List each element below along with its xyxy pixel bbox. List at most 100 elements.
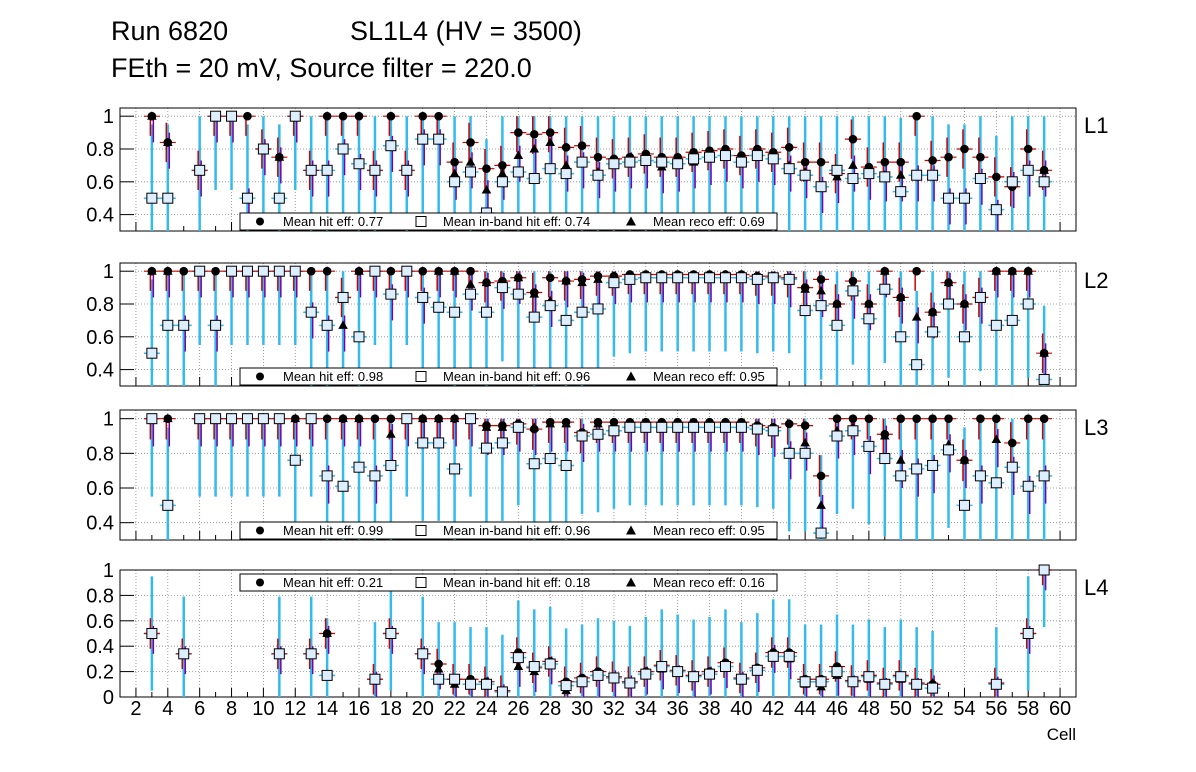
data-point-cell-37 [685,417,702,506]
inband-marker [943,444,955,456]
data-point-cell-36 [669,417,686,506]
data-point-cell-37 [685,619,702,697]
data-point-cell-42 [765,418,782,509]
data-point-cell-51 [908,111,925,231]
data-point-cell-42 [765,271,782,352]
reco-marker [895,455,906,464]
inband-marker [369,673,381,685]
inband-marker [417,291,429,303]
data-point-cell-51 [908,414,925,540]
hit-marker [514,128,523,137]
data-point-cell-3 [143,111,160,231]
reco-marker [927,307,938,316]
reco-marker [481,277,492,287]
inband-marker [465,288,477,300]
inband-marker [672,272,684,284]
inband-marker [1038,564,1050,576]
data-point-cell-30 [574,116,591,231]
x-tick-label: 14 [316,698,338,720]
x-tick-label: 42 [762,698,784,720]
legend-reco-marker [626,216,636,226]
data-point-cell-46 [829,271,845,386]
inband-marker [879,283,891,295]
inband-marker [289,110,301,122]
inband-marker [321,470,333,482]
hit-marker [322,266,332,276]
hit-marker [354,111,364,121]
reco-marker [959,455,970,464]
data-point-cell-44 [797,418,814,532]
data-point-cell-39 [717,609,734,697]
inband-marker [1006,314,1018,326]
reco-marker [274,152,285,161]
inband-marker [369,164,381,176]
inband-marker [831,164,843,176]
data-point-cell-3 [143,576,160,691]
data-point-cell-13 [303,116,320,231]
data-point-cell-3 [143,266,160,386]
data-point-cell-58 [1020,576,1037,691]
reco-marker [338,413,348,423]
data-point-cell-48 [860,116,877,231]
data-point-cell-31 [590,271,606,383]
data-point-cell-25 [494,116,511,231]
legend-hit-label: Mean hit eff: 0.99 [283,523,383,538]
x-tick-label: 34 [635,698,657,720]
inband-marker [719,272,731,284]
reco-marker [354,413,364,423]
inband-marker [767,272,779,284]
data-point-cell-9 [239,265,256,345]
x-tick-label: 56 [985,698,1007,720]
data-point-cell-36 [669,614,686,697]
reco-marker [354,266,364,275]
inband-marker [656,272,668,284]
data-point-cell-8 [223,413,240,497]
inband-marker [576,430,588,442]
inband-marker [449,673,461,685]
hit-marker [800,157,810,167]
inband-marker [480,442,492,454]
data-point-cell-21 [430,622,447,697]
data-point-cell-38 [701,270,718,352]
hit-marker [466,138,475,147]
inband-marker [528,173,540,185]
inband-marker [273,648,285,660]
data-point-cell-31 [590,618,606,697]
data-point-cell-26 [510,271,527,368]
x-tick-label: 40 [730,698,752,720]
inband-marker [544,658,556,670]
inband-marker [162,499,174,511]
data-point-cell-29 [558,116,575,231]
y-tick-label: 1 [103,261,114,283]
data-point-cell-28 [542,271,559,380]
conditions-label: FEth = 20 mV, Source filter = 220.0 [111,53,532,83]
inband-marker [672,421,684,433]
inband-marker [688,671,700,683]
data-point-cell-32 [605,620,622,697]
data-point-cell-59 [1036,116,1053,231]
inband-marker [226,265,238,277]
legend-hit-marker [256,217,264,226]
reco-marker [864,299,874,308]
reco-marker [449,413,460,423]
data-point-cell-47 [844,414,861,509]
data-point-cell-26 [510,418,527,506]
data-point-cell-29 [558,628,575,697]
data-point-cell-22 [446,622,463,697]
data-point-cell-52 [924,414,941,540]
inband-marker [704,668,716,680]
inband-marker [990,477,1002,489]
x-tick-label: 22 [443,698,465,720]
data-point-cell-31 [590,116,606,231]
data-point-cell-8 [223,265,240,345]
legend-reco-label: Mean reco eff: 0.16 [653,575,765,590]
inband-marker [863,440,875,452]
inband-marker [592,169,604,181]
inband-marker [974,470,986,482]
data-point-cell-19 [398,265,415,345]
data-point-cell-56 [988,627,1005,697]
inband-marker [799,305,811,317]
x-tick-label: 46 [826,698,848,720]
data-point-cell-16 [351,266,367,386]
hit-marker [370,414,380,423]
